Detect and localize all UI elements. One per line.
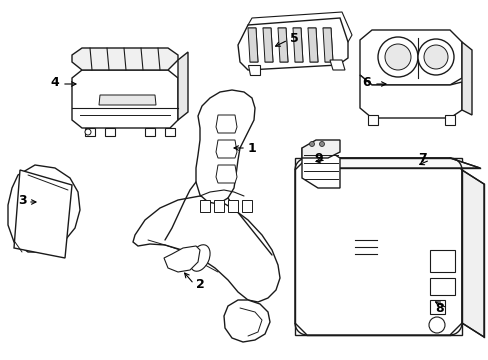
Polygon shape [224,300,269,342]
Polygon shape [133,196,280,302]
Polygon shape [99,95,156,105]
Polygon shape [163,246,200,272]
Polygon shape [429,250,454,272]
Polygon shape [278,28,287,62]
Polygon shape [247,28,258,62]
Circle shape [377,37,417,77]
Circle shape [417,39,453,75]
Polygon shape [294,158,461,335]
Polygon shape [200,200,209,212]
Polygon shape [227,200,238,212]
Polygon shape [72,70,178,128]
Text: 5: 5 [289,32,298,45]
Polygon shape [294,158,461,335]
Polygon shape [461,42,471,115]
Circle shape [423,45,447,69]
Polygon shape [367,115,377,125]
Text: 1: 1 [247,141,256,154]
Ellipse shape [189,245,210,271]
Polygon shape [216,140,237,158]
Text: 8: 8 [434,302,443,315]
Circle shape [309,141,314,147]
Polygon shape [307,28,317,62]
Polygon shape [329,60,345,70]
Polygon shape [429,278,454,295]
Polygon shape [214,200,224,212]
Text: 2: 2 [196,278,204,291]
Circle shape [85,129,91,135]
Polygon shape [242,200,251,212]
Circle shape [428,317,444,333]
Polygon shape [238,18,347,70]
Polygon shape [306,158,479,168]
Circle shape [319,141,324,147]
Polygon shape [85,128,95,136]
Polygon shape [292,28,303,62]
Polygon shape [14,170,72,258]
Text: 6: 6 [361,76,370,89]
Polygon shape [8,165,80,252]
Polygon shape [429,300,444,314]
Polygon shape [359,30,461,85]
Polygon shape [72,48,178,70]
Polygon shape [145,128,155,136]
Polygon shape [359,75,461,118]
Polygon shape [444,115,454,125]
Polygon shape [302,148,339,188]
Polygon shape [178,52,187,120]
Polygon shape [164,128,175,136]
Polygon shape [247,65,260,75]
Polygon shape [263,28,272,62]
Text: 9: 9 [313,152,322,165]
Polygon shape [461,170,483,337]
Polygon shape [196,90,254,204]
Circle shape [384,44,410,70]
Text: 4: 4 [50,76,59,89]
Text: 7: 7 [417,152,426,165]
Text: 3: 3 [18,194,26,207]
Polygon shape [105,128,115,136]
Polygon shape [323,28,332,62]
Polygon shape [216,165,237,183]
Polygon shape [302,140,339,158]
Polygon shape [216,115,237,133]
